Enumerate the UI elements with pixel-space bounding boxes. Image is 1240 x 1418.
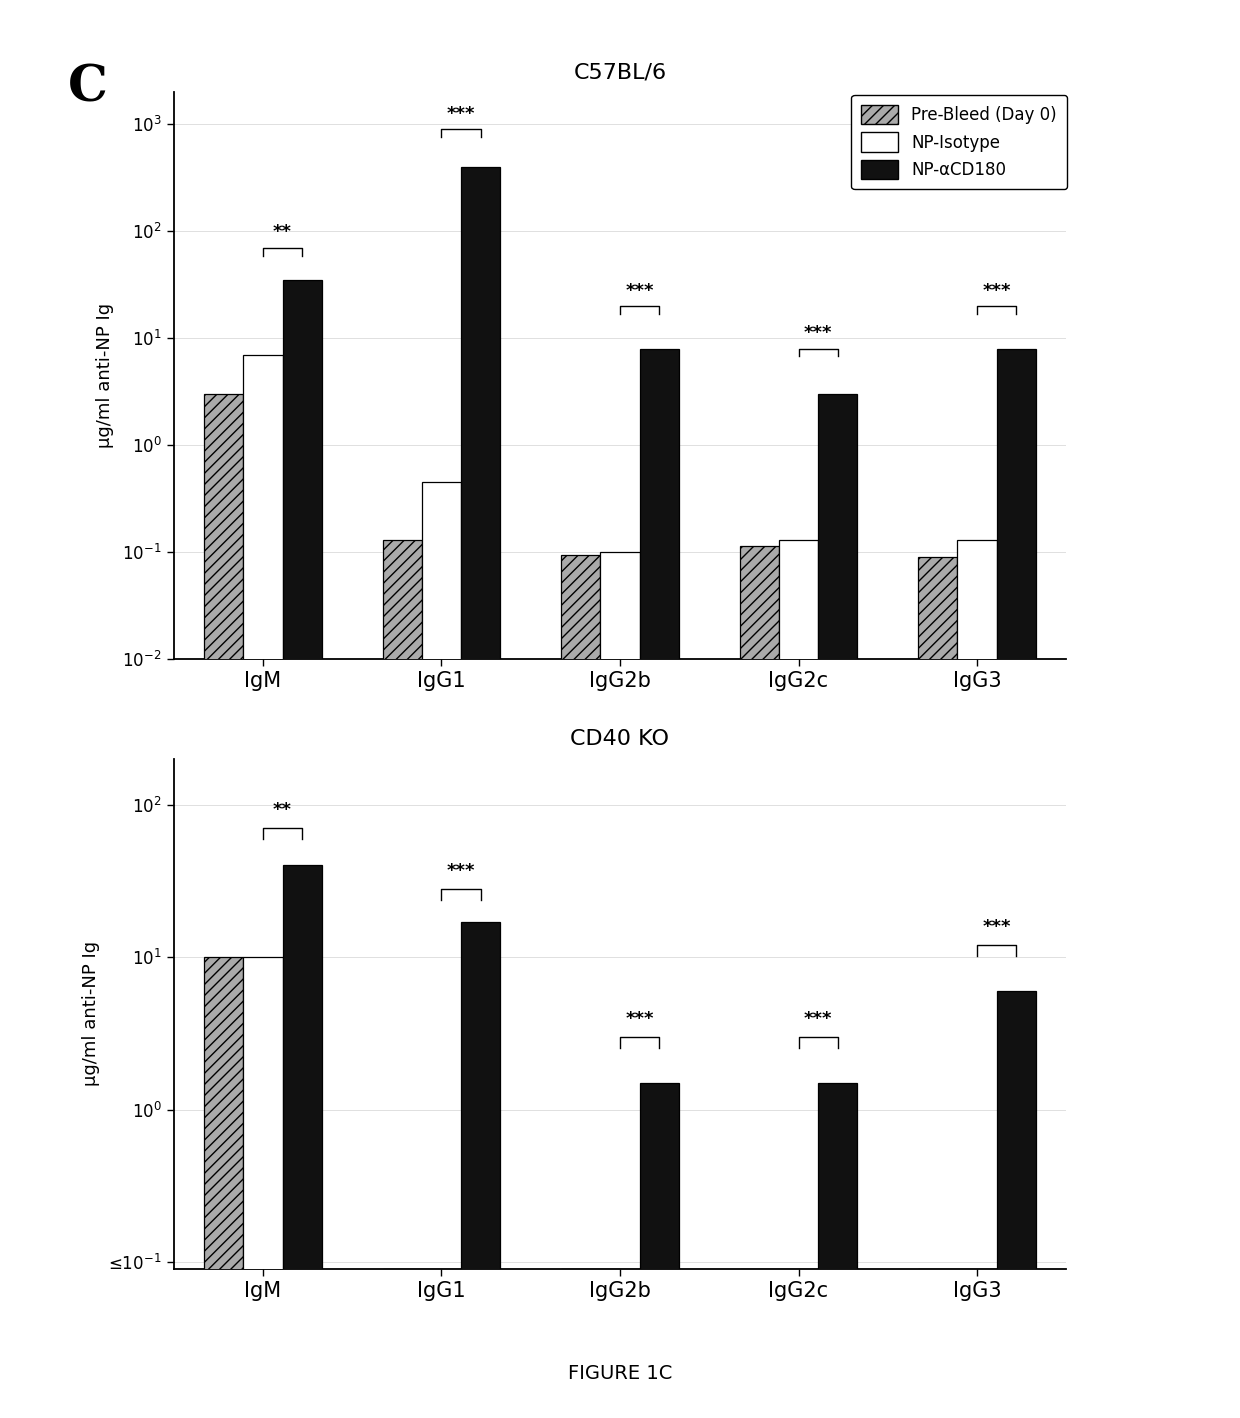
Bar [779, 1269, 818, 1418]
Text: ***: *** [804, 325, 832, 342]
Bar [957, 1269, 997, 1418]
Bar [560, 554, 600, 1418]
Bar [243, 957, 283, 1418]
Title: CD40 KO: CD40 KO [570, 729, 670, 749]
Bar [283, 865, 322, 1418]
Bar [918, 557, 957, 1418]
Bar [818, 1083, 858, 1418]
Bar [382, 1269, 422, 1418]
Bar [600, 553, 640, 1418]
Bar [640, 349, 680, 1418]
Bar [739, 1269, 779, 1418]
Bar [382, 540, 422, 1418]
Bar [779, 540, 818, 1418]
Bar [461, 922, 501, 1418]
Title: C57BL/6: C57BL/6 [573, 62, 667, 82]
Bar [957, 540, 997, 1418]
Y-axis label: µg/ml anti-NP Ig: µg/ml anti-NP Ig [95, 303, 114, 448]
Text: **: ** [273, 801, 293, 820]
Text: **: ** [273, 224, 293, 241]
Text: ***: *** [446, 105, 475, 123]
Text: ***: *** [982, 917, 1011, 936]
Bar [422, 482, 461, 1418]
Text: ***: *** [625, 282, 653, 299]
Text: ***: *** [625, 1010, 653, 1028]
Text: C: C [68, 64, 108, 113]
Legend: Pre-Bleed (Day 0), NP-Isotype, NP-αCD180: Pre-Bleed (Day 0), NP-Isotype, NP-αCD180 [852, 95, 1066, 189]
Text: FIGURE 1C: FIGURE 1C [568, 1364, 672, 1383]
Bar [640, 1083, 680, 1418]
Text: ***: *** [982, 282, 1011, 299]
Bar [283, 281, 322, 1418]
Bar [461, 167, 501, 1418]
Bar [422, 1269, 461, 1418]
Bar [600, 1269, 640, 1418]
Bar [818, 394, 858, 1418]
Bar [918, 1269, 957, 1418]
Bar [203, 957, 243, 1418]
Bar [243, 354, 283, 1418]
Y-axis label: µg/ml anti-NP Ig: µg/ml anti-NP Ig [82, 942, 100, 1086]
Bar [997, 349, 1037, 1418]
Bar [203, 394, 243, 1418]
Bar [560, 1269, 600, 1418]
Text: ***: *** [446, 862, 475, 879]
Bar [739, 546, 779, 1418]
Text: ***: *** [804, 1010, 832, 1028]
Bar [997, 991, 1037, 1418]
